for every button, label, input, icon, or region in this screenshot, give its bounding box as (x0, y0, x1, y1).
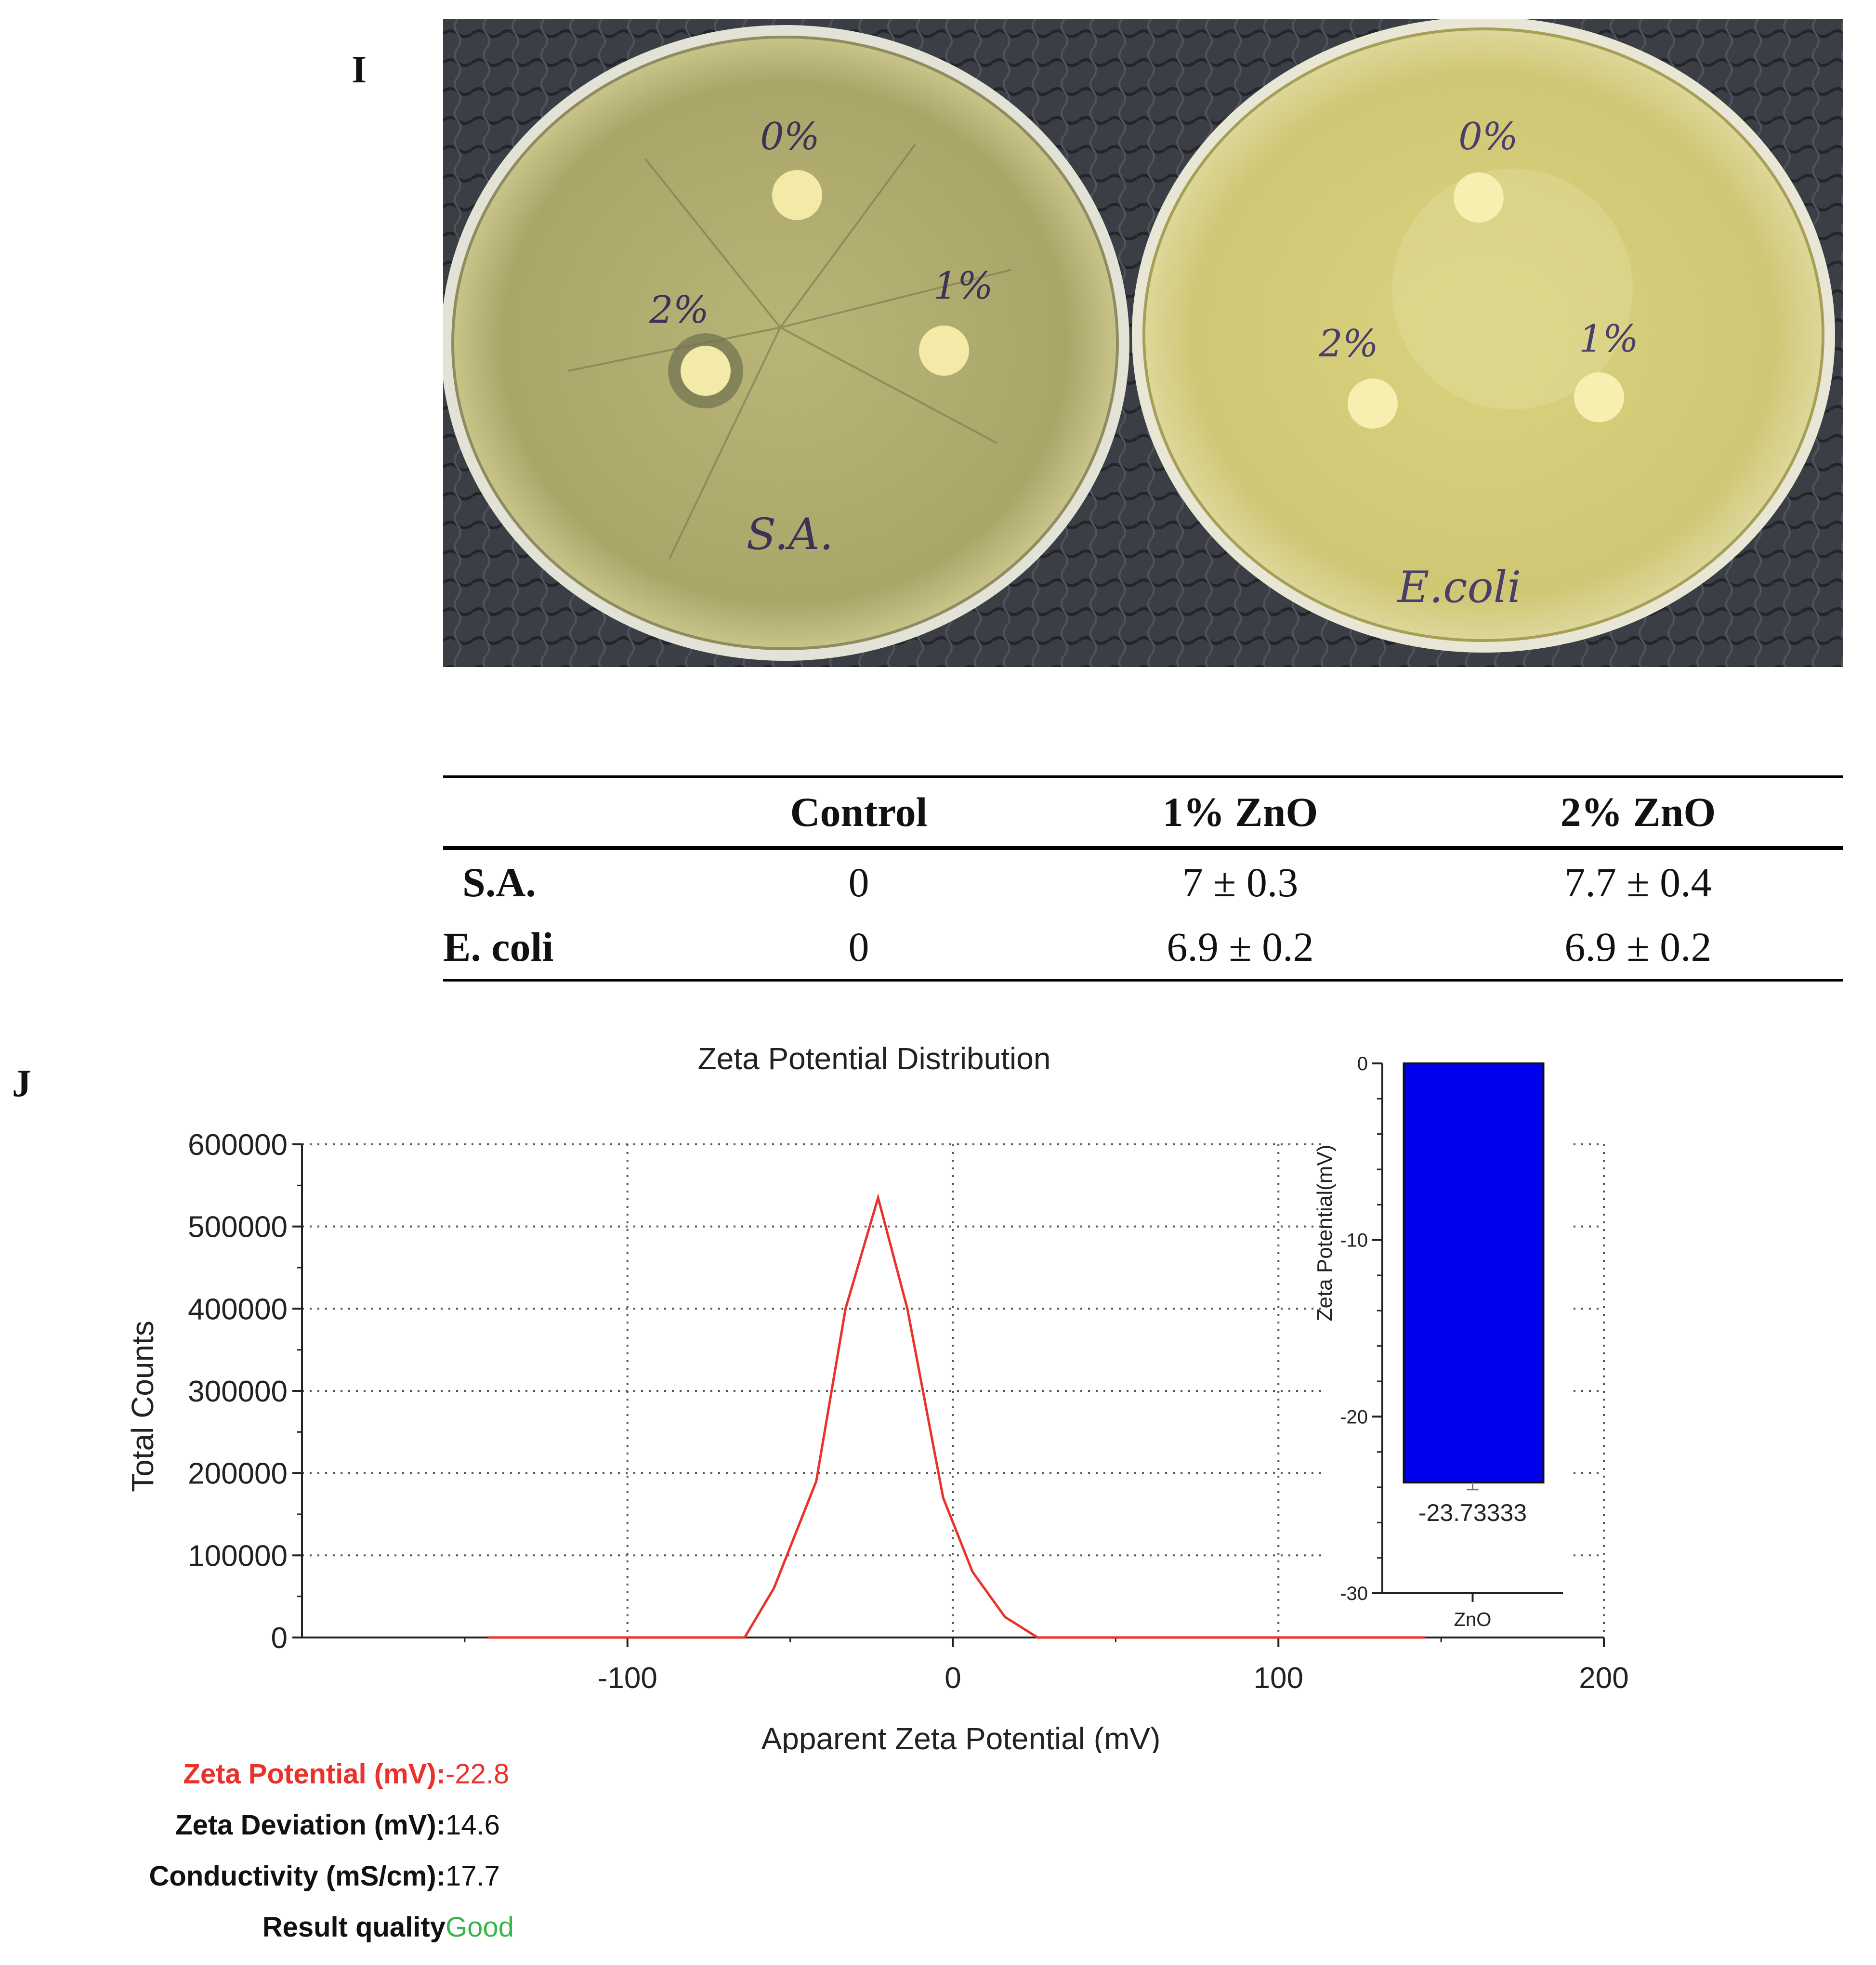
zeta-potential-chart: 0 100000 200000 300000 400000 500000 600000 -10… (125, 1031, 1629, 1753)
table-header-cell: 1% ZnO (1047, 775, 1433, 850)
result-value: Good (446, 1912, 514, 1943)
table-cell: 7.7 ± 0.4 (1564, 859, 1712, 905)
result-value: 14.6 (446, 1809, 500, 1841)
result-label: Zeta Deviation (mV): (175, 1809, 446, 1841)
result-label: Result quality (262, 1912, 446, 1943)
inset-y-tick-label: -30 (1340, 1583, 1368, 1604)
inset-bars: -23.73333 (1403, 1062, 1545, 1526)
plot-grid (302, 1143, 1605, 1638)
disc-2-percent (1348, 379, 1398, 429)
chart-title: Zeta Potential Distribution (698, 1041, 1051, 1076)
table-row: E. coli 0 6.9 ± 0.2 6.9 ± 0.2 (443, 915, 1843, 982)
y-tick-label: 300000 (188, 1375, 288, 1408)
panel-label-i: I (352, 49, 367, 91)
y-tick-label: 100000 (188, 1539, 288, 1572)
inset-axes: 0 -10 -20 -30 ZnO (1340, 1053, 1563, 1630)
result-row: Conductivity (mS/cm): 17.7 (0, 1860, 674, 1899)
disc-0-percent (772, 170, 822, 220)
petri-dish-photo: 0% 1% 2% S.A. 0% 1% 2% E.coli (443, 19, 1843, 667)
plate-label-2: 2% (1318, 322, 1378, 366)
inset-y-tick-label: 0 (1357, 1053, 1368, 1074)
panel-label-j: J (12, 1062, 31, 1105)
table-cell: 7 ± 0.3 (1182, 859, 1299, 905)
y-tick-label: 600000 (188, 1128, 288, 1162)
distribution-line (487, 1193, 1425, 1639)
result-row: Zeta Deviation (mV): 14.6 (0, 1809, 674, 1847)
table-row-label: E. coli (443, 915, 670, 982)
table-row-label: S.A. (462, 859, 536, 905)
plate-s-aureus: 0% 1% 2% S.A. (443, 25, 1129, 661)
inset-x-tick-label: ZnO (1454, 1609, 1492, 1630)
inset-y-axis-label: Zeta Potential(mV) (1313, 1145, 1337, 1322)
y-tick-label: 0 (271, 1622, 288, 1655)
disc-0-percent (1454, 172, 1504, 223)
disc-1-percent (1574, 372, 1624, 422)
x-tick-label: -100 (598, 1662, 657, 1695)
plate-label-0: 0% (760, 115, 820, 158)
y-tick-label: 200000 (188, 1457, 288, 1491)
x-axis-label: Apparent Zeta Potential (mV) (761, 1721, 1161, 1753)
table-header-cell: 2% ZnO (1433, 775, 1843, 850)
table-cell: 0 (670, 915, 1047, 982)
result-label: Conductivity (mS/cm): (149, 1860, 446, 1892)
table-cell: 0 (848, 859, 869, 905)
plate-organism-label: E.coli (1397, 562, 1521, 613)
result-label: Zeta Potential (mV): (183, 1758, 446, 1790)
result-value: 17.7 (446, 1860, 500, 1892)
table-header-cell (443, 775, 670, 850)
plate-e-coli: 0% 1% 2% E.coli (1132, 19, 1835, 653)
result-value: -22.8 (446, 1758, 510, 1790)
x-tick-label: 100 (1254, 1662, 1303, 1695)
inset-bar-chart: 0 -10 -20 -30 ZnO -23.73333 Zeta Potential(m… (1313, 1031, 1573, 1633)
result-row: Zeta Potential (mV): -22.8 (0, 1758, 674, 1796)
plate-label-1: 1% (933, 264, 993, 308)
x-tick-label: 0 (945, 1662, 961, 1695)
table-cell: 6.9 ± 0.2 (1047, 915, 1433, 982)
y-tick-label: 500000 (188, 1211, 288, 1244)
inset-data-label: -23.73333 (1418, 1499, 1527, 1526)
inset-y-tick-label: -20 (1340, 1406, 1368, 1428)
plate-label-2: 2% (649, 288, 709, 332)
table-header-cell: Control (670, 775, 1047, 850)
table-cell: 6.9 ± 0.2 (1433, 915, 1843, 982)
inset-y-tick-label: -10 (1340, 1230, 1368, 1251)
plot-series (487, 1193, 1425, 1639)
x-tick-label: 200 (1579, 1662, 1628, 1695)
inset-bar (1403, 1062, 1545, 1484)
y-axis-label: Total Counts (125, 1321, 160, 1492)
plate-label-1: 1% (1579, 317, 1639, 361)
table-row: S.A. 0 7 ± 0.3 7.7 ± 0.4 (443, 848, 1843, 915)
table-header-row: Control 1% ZnO 2% ZnO (443, 775, 1843, 850)
y-tick-label: 400000 (188, 1293, 288, 1326)
disc-1-percent (919, 326, 969, 376)
result-row: Result quality Good (0, 1911, 674, 1950)
disc-2-percent (681, 346, 731, 396)
plate-organism-label: S.A. (747, 509, 834, 560)
plate-label-0: 0% (1458, 115, 1518, 158)
inhibition-zone-table: Control 1% ZnO 2% ZnO S.A. 0 7 ± 0.3 7.7… (443, 775, 1843, 982)
